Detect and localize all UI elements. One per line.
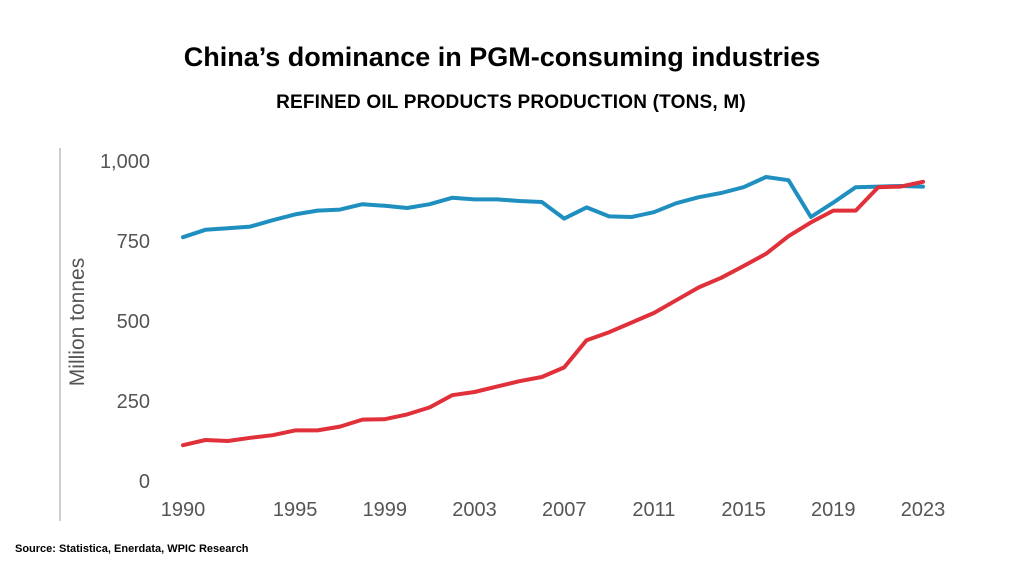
x-tick-label: 1999 — [363, 499, 408, 521]
series-line-blue — [181, 175, 925, 240]
y-axis-ticks: 0 250 500 750 1,000 — [100, 151, 150, 493]
x-tick-label: 2019 — [811, 499, 856, 521]
y-tick-label: 500 — [117, 311, 150, 333]
x-axis-ticks: 1990 1995 1999 2003 2007 2011 2015 2019 2023 — [161, 499, 946, 521]
x-tick-label: 2003 — [452, 499, 497, 521]
source-note: Source: Statistica, Enerdata, WPIC Resea… — [15, 543, 249, 555]
chart-title: China’s dominance in PGM-consuming indus… — [183, 42, 821, 72]
x-tick-label: 1990 — [161, 499, 206, 521]
y-tick-label: 250 — [117, 391, 150, 413]
x-tick-label: 2015 — [721, 499, 766, 521]
x-tick-label: 2011 — [632, 499, 675, 521]
x-tick-label: 1995 — [273, 499, 318, 521]
y-tick-label: 0 — [139, 471, 150, 493]
chart-subtitle: REFINED OIL PRODUCTS PRODUCTION (TONS, M… — [276, 92, 746, 113]
x-tick-label: 2007 — [542, 499, 587, 521]
series-lines — [181, 175, 925, 448]
series-line-red — [181, 179, 925, 448]
y-tick-label: 750 — [117, 231, 150, 253]
y-tick-label: 1,000 — [100, 151, 150, 173]
y-axis-title: Million tonnes — [66, 258, 89, 386]
x-tick-label: 2023 — [901, 499, 946, 521]
